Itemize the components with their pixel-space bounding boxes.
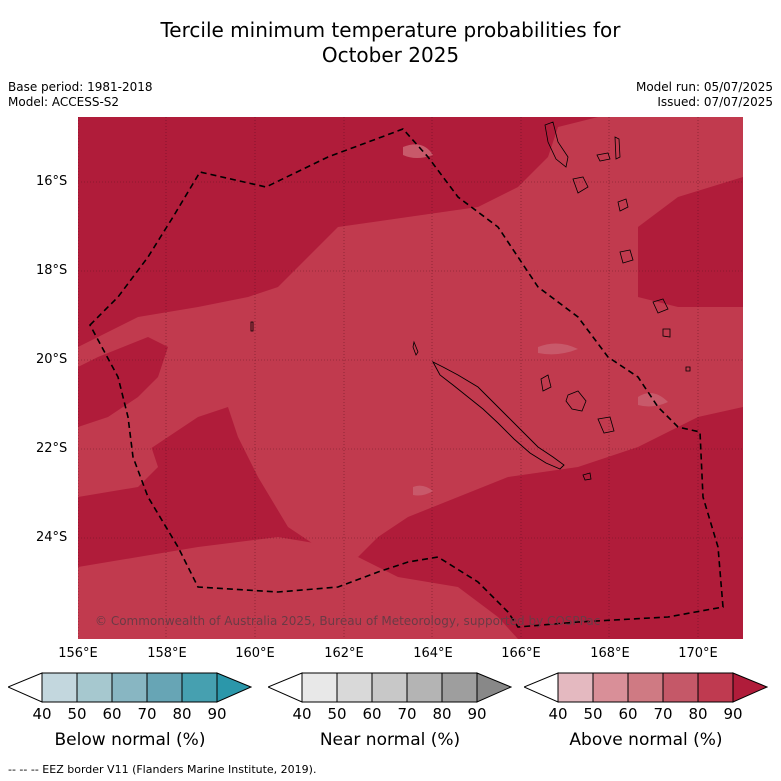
cb-below-seg-2 (76, 672, 113, 703)
map-title: Tercile minimum temperature probabilitie… (0, 18, 781, 68)
cb-near-seg-5 (441, 672, 478, 703)
vanuatu-efate (617, 198, 629, 212)
lon-label: 162°E (324, 646, 364, 661)
cb-near-seg-1 (301, 672, 338, 703)
loyalty-island-2 (565, 390, 587, 412)
base-period: Base period: 1981-2018 (8, 80, 153, 94)
colorbar-below-normal (6, 672, 253, 708)
cb-near-label: Near normal (%) (319, 730, 461, 750)
new-caledonia-north-islet (412, 340, 419, 356)
cb-tick: 60 (618, 705, 638, 723)
cb-tick: 70 (397, 705, 417, 723)
colorbar-above-svg (522, 672, 769, 703)
cb-below-low-arrow (6, 672, 43, 703)
prob-band-60-70 (538, 343, 578, 355)
isle-of-pines (582, 472, 592, 481)
cb-above-seg-1 (557, 672, 594, 703)
cb-tick: 70 (653, 705, 673, 723)
cb-near-low-arrow (266, 672, 303, 703)
title-line-1: Tercile minimum temperature probabilitie… (160, 18, 621, 42)
cb-tick: 50 (67, 705, 87, 723)
vanuatu-espiritu-santo (544, 121, 569, 168)
cb-below-seg-4 (146, 672, 183, 703)
hunter-island (685, 366, 691, 372)
cb-tick: 50 (583, 705, 603, 723)
colorbar-near-svg (266, 672, 513, 703)
colorbar-near-normal (266, 672, 513, 708)
lon-label: 164°E (413, 646, 453, 661)
prob-band-60-70-2 (403, 144, 433, 158)
cb-tick: 80 (172, 705, 192, 723)
cb-tick: 90 (723, 705, 743, 723)
cb-below-seg-1 (41, 672, 78, 703)
prob-band-60-70-4 (638, 393, 668, 407)
model-name: Model: ACCESS-S2 (8, 95, 120, 109)
cb-above-seg-3 (627, 672, 664, 703)
copyright-notice: © Commonwealth of Australia 2025, Bureau… (95, 614, 601, 628)
cb-below-high-arrow (216, 672, 253, 703)
chesterfield-islet (250, 321, 254, 332)
eez-footnote: -- -- -- EEZ border V11 (Flanders Marine… (8, 763, 317, 776)
cb-below-label: Below normal (%) (54, 730, 206, 750)
cb-above-seg-4 (662, 672, 699, 703)
lat-label: 20°S (36, 352, 68, 367)
lat-label: 24°S (36, 530, 68, 545)
cb-tick: 80 (688, 705, 708, 723)
loyalty-island-3 (597, 416, 615, 434)
map-svg (78, 117, 743, 639)
vanuatu-aneityum (652, 298, 669, 314)
cb-below-seg-3 (111, 672, 148, 703)
cb-near-high-arrow (476, 672, 513, 703)
vanuatu-pentecost (596, 152, 611, 162)
cb-tick: 60 (102, 705, 122, 723)
new-caledonia-island (431, 360, 565, 470)
lat-label: 16°S (36, 174, 68, 189)
vanuatu-malekula (572, 176, 589, 194)
issued-date: Issued: 07/07/2025 (657, 95, 773, 109)
lon-label: 170°E (678, 646, 718, 661)
lon-label: 166°E (501, 646, 541, 661)
cb-below-seg-5 (181, 672, 218, 703)
lon-label: 156°E (58, 646, 98, 661)
prob-band-60-70-3 (413, 485, 433, 496)
lat-label: 22°S (36, 441, 68, 456)
cb-tick: 80 (432, 705, 452, 723)
cb-tick: 40 (548, 705, 568, 723)
cb-near-seg-3 (371, 672, 408, 703)
lon-label: 160°E (235, 646, 275, 661)
prob-band-70-80 (78, 117, 743, 557)
title-line-2: October 2025 (321, 43, 460, 67)
cb-above-seg-5 (697, 672, 734, 703)
vanuatu-maewo (614, 136, 621, 160)
lat-label: 18°S (36, 263, 68, 278)
gridlines (78, 117, 743, 639)
model-run: Model run: 05/07/2025 (635, 80, 773, 94)
eez-border (89, 128, 724, 628)
cb-tick: 70 (137, 705, 157, 723)
cb-above-seg-2 (592, 672, 629, 703)
meta-left: Base period: 1981-2018 Model: ACCESS-S2 (8, 80, 153, 110)
loyalty-island-1 (540, 374, 552, 392)
cb-tick: 50 (327, 705, 347, 723)
cb-tick: 90 (467, 705, 487, 723)
cb-above-high-arrow (732, 672, 769, 703)
vanuatu-tanna (662, 328, 671, 338)
prob-band-70-80-west (78, 427, 158, 497)
colorbar-above-normal (522, 672, 769, 708)
lon-label: 168°E (590, 646, 630, 661)
cb-tick: 90 (207, 705, 227, 723)
cb-near-seg-2 (336, 672, 373, 703)
cb-above-low-arrow (522, 672, 559, 703)
map-area (78, 117, 743, 639)
cb-near-seg-4 (406, 672, 443, 703)
lon-label: 158°E (147, 646, 187, 661)
meta-right: Model run: 05/07/2025 Issued: 07/07/2025 (636, 80, 773, 110)
cb-above-label: Above normal (%) (569, 730, 723, 750)
cb-tick: 60 (362, 705, 382, 723)
prob-band-70-80-south (78, 537, 518, 639)
cb-tick: 40 (32, 705, 52, 723)
colorbar-below-svg (6, 672, 253, 703)
vanuatu-erromango (619, 249, 634, 264)
cb-tick: 40 (292, 705, 312, 723)
